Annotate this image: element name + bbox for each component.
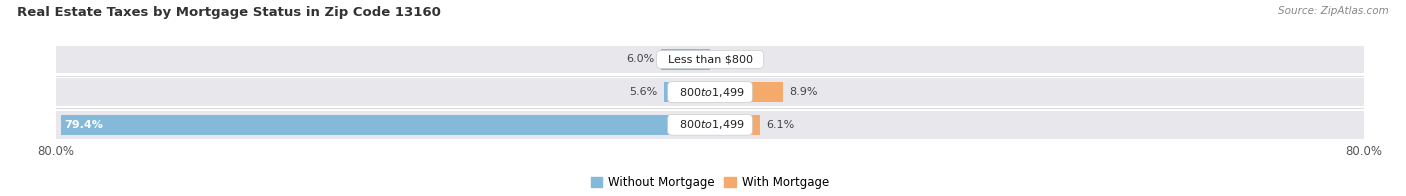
Bar <box>710 82 783 102</box>
Bar <box>60 115 710 135</box>
Text: 79.4%: 79.4% <box>65 120 103 130</box>
Text: Real Estate Taxes by Mortgage Status in Zip Code 13160: Real Estate Taxes by Mortgage Status in … <box>17 6 440 19</box>
Text: Less than $800: Less than $800 <box>661 54 759 64</box>
Text: 5.6%: 5.6% <box>630 87 658 97</box>
Text: Source: ZipAtlas.com: Source: ZipAtlas.com <box>1278 6 1389 16</box>
Text: 0.0%: 0.0% <box>717 54 745 64</box>
Text: $800 to $1,499: $800 to $1,499 <box>672 118 748 131</box>
Legend: Without Mortgage, With Mortgage: Without Mortgage, With Mortgage <box>591 176 830 189</box>
Bar <box>56 78 1364 106</box>
Bar <box>56 111 1364 139</box>
Text: $800 to $1,499: $800 to $1,499 <box>672 86 748 99</box>
Bar <box>56 46 1364 73</box>
Text: 6.1%: 6.1% <box>766 120 794 130</box>
Bar <box>664 82 710 102</box>
Text: 6.0%: 6.0% <box>626 54 654 64</box>
Bar <box>710 115 759 135</box>
Bar <box>661 49 710 70</box>
Text: 8.9%: 8.9% <box>789 87 818 97</box>
